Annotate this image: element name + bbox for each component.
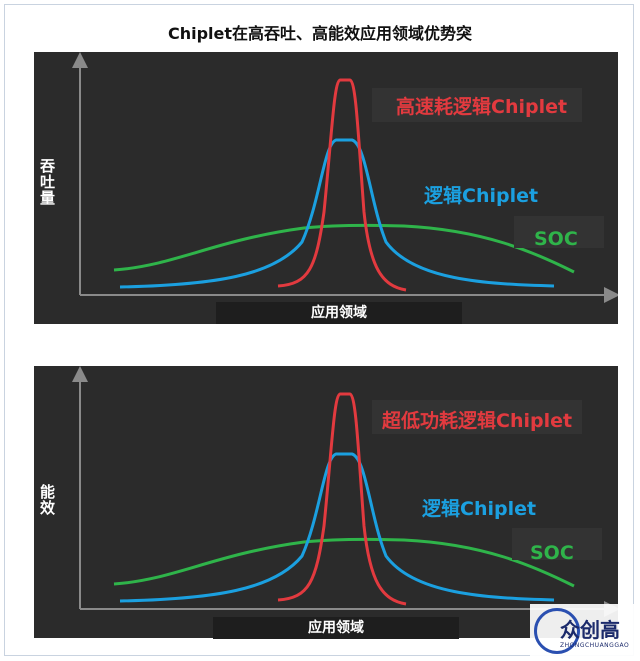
high-speed-chiplet-curve: [277, 78, 407, 292]
throughput-diagram: [72, 52, 618, 303]
throughput-x-label: 应用领域: [216, 302, 462, 324]
soc-label: SOC: [534, 228, 578, 250]
logic-chiplet-label: 逻辑Chiplet: [422, 498, 537, 520]
ultra-low-power-chiplet-curve: [277, 392, 407, 606]
ultra-low-power-chiplet-label: 超低功耗逻辑Chiplet: [382, 410, 573, 432]
red-label-box: [372, 88, 582, 122]
high-speed-chiplet-label: 高速耗逻辑Chiplet: [396, 96, 568, 118]
logo-ring-icon: [534, 608, 580, 654]
figure-frame: [4, 4, 634, 656]
figure-title: Chiplet在高吞吐、高能效应用领域优势突: [167, 24, 473, 43]
logic-chiplet-label: 逻辑Chiplet: [424, 185, 539, 207]
watermark-sub: ZHONGCHUANGGAO: [560, 642, 630, 649]
efficiency-y-label: 能效: [38, 484, 56, 516]
watermark-logo: 众创高 ZHONGCHUANGGAO: [530, 604, 636, 658]
red-label-box: [372, 400, 582, 434]
throughput-y-label: 吞吐量: [38, 158, 56, 206]
soc-curve: [113, 223, 575, 274]
efficiency-panel: 超低功耗逻辑Chiplet 逻辑Chiplet SOC: [34, 366, 618, 638]
green-label-box: [514, 216, 604, 248]
throughput-panel: 高速耗逻辑Chiplet 逻辑Chiplet SOC: [34, 52, 618, 324]
logic-chiplet-curve: [119, 138, 555, 289]
logic-chiplet-curve: [119, 452, 555, 603]
efficiency-diagram: [72, 366, 618, 617]
watermark-brand: 众创高: [560, 618, 620, 642]
green-label-box: [512, 528, 602, 560]
soc-label: SOC: [530, 542, 574, 564]
soc-curve: [113, 537, 575, 588]
efficiency-x-label: 应用领域: [213, 617, 459, 639]
